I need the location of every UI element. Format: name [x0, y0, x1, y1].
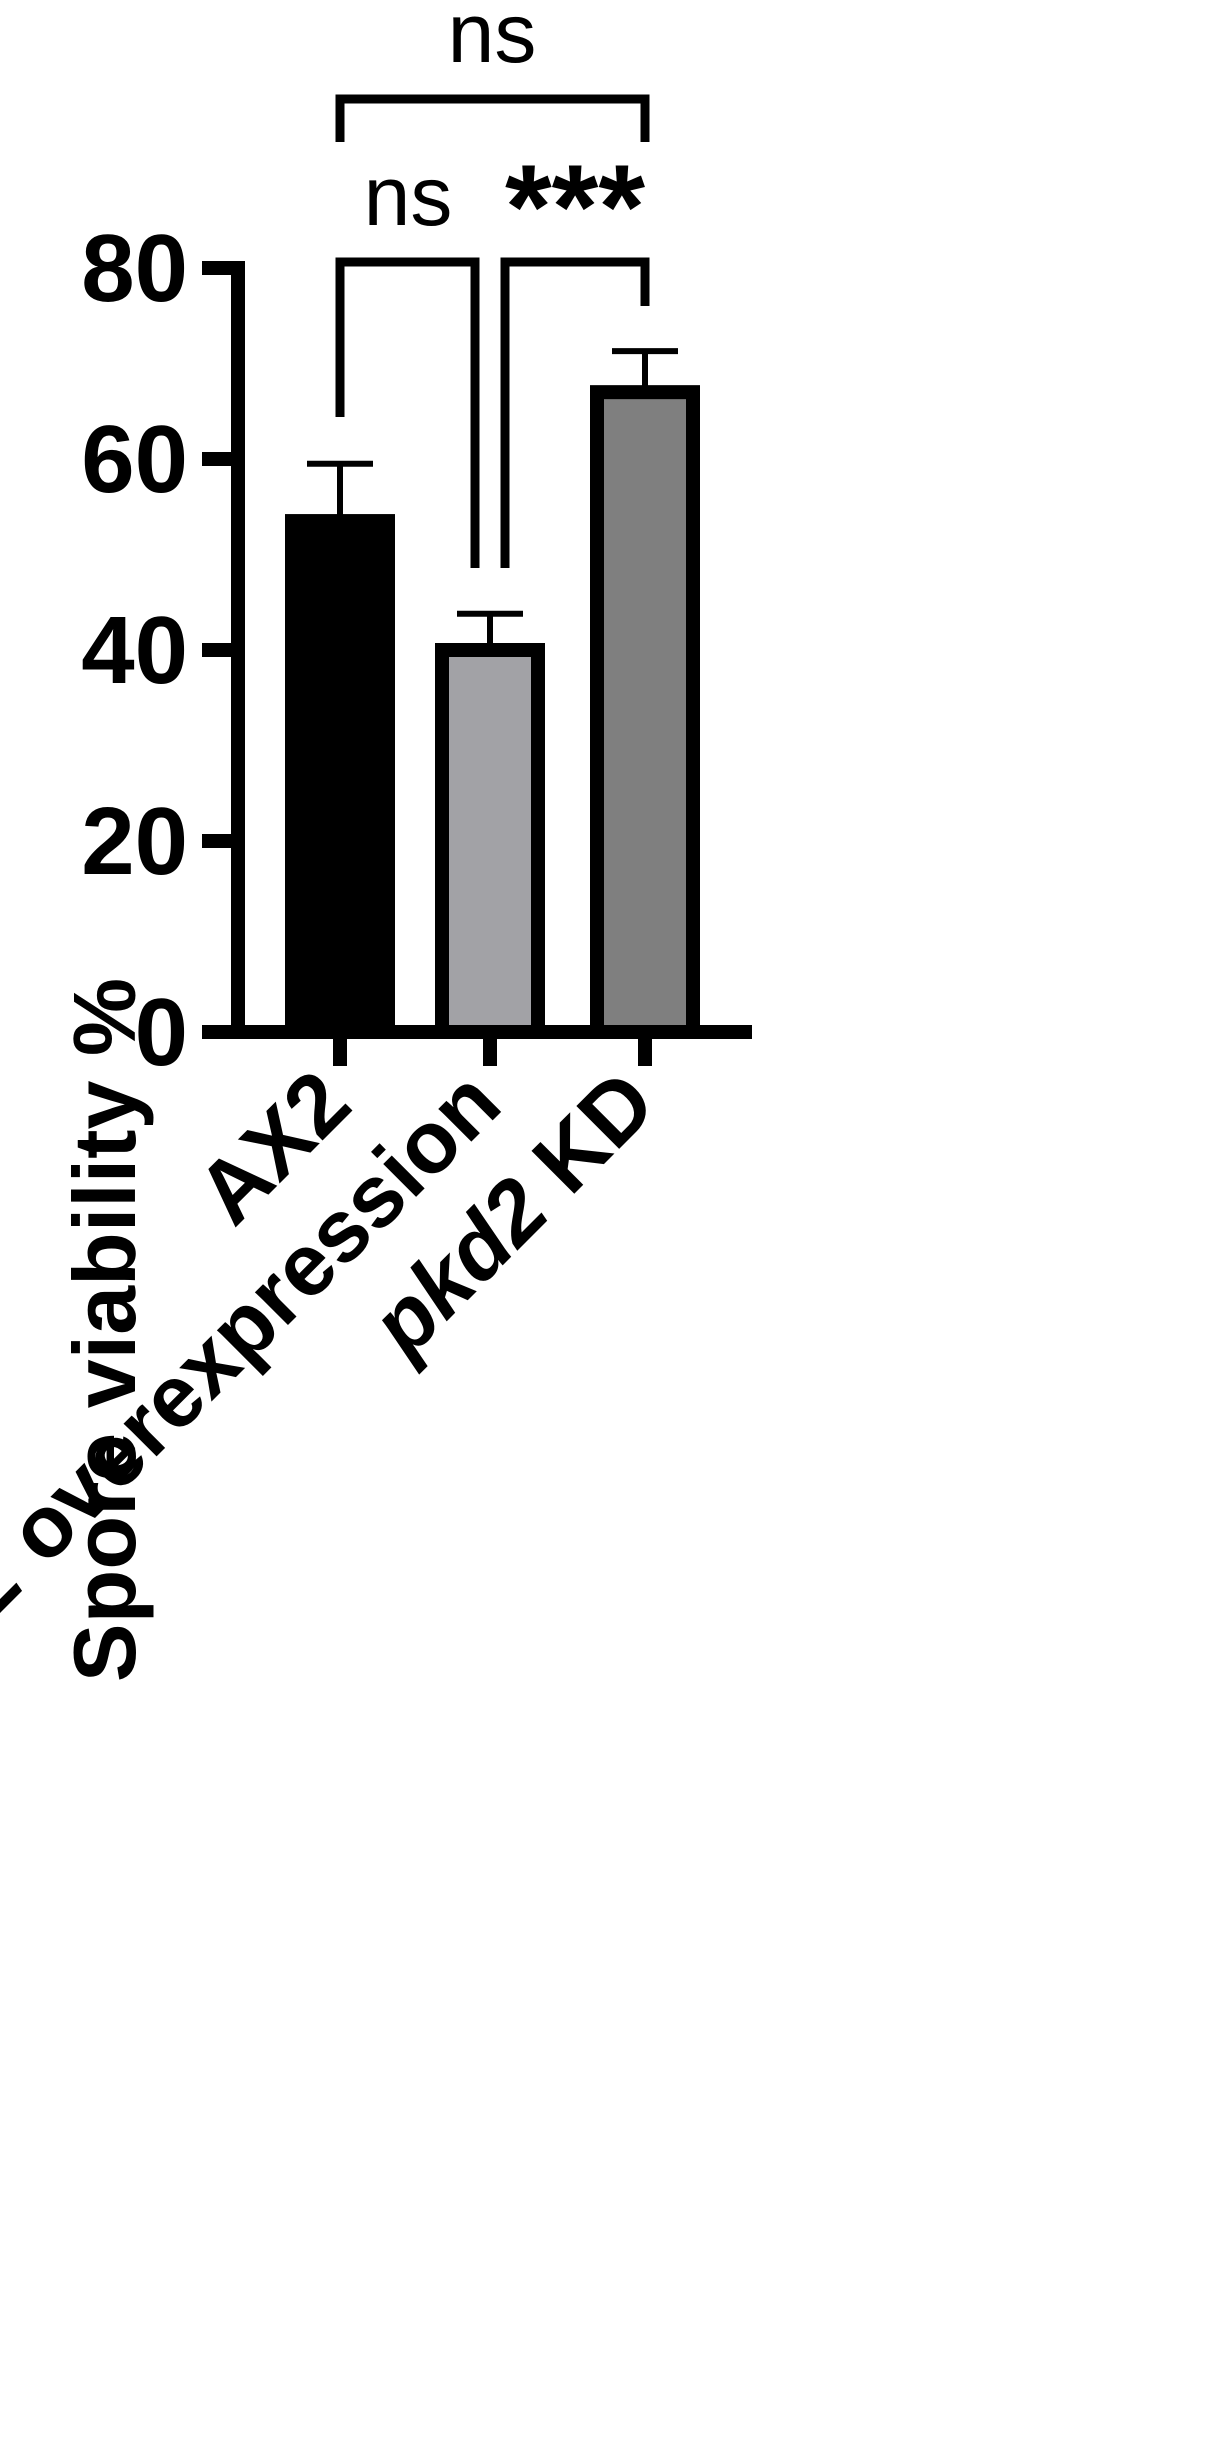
y-axis-title-group: Spore viability %	[55, 978, 154, 1682]
y-axis-title: Spore viability %	[55, 978, 154, 1682]
bar	[435, 643, 545, 1039]
y-tick-label: 40	[81, 597, 188, 704]
x-axis	[202, 1025, 752, 1066]
significance-brackets: ns ns ***	[335, 0, 650, 568]
bar	[285, 514, 395, 1039]
y-tick-label: 0	[135, 979, 188, 1086]
bars	[285, 348, 700, 1039]
significance-label: ns	[364, 149, 453, 243]
bar	[590, 385, 700, 1039]
significance-label: ns	[448, 0, 537, 80]
significance-bracket	[335, 94, 650, 142]
significance-bracket	[500, 257, 650, 568]
significance-bracket	[335, 257, 480, 568]
y-tick-label: 80	[81, 215, 188, 322]
y-tick-label: 20	[81, 788, 188, 895]
y-tick-label: 60	[81, 406, 188, 513]
significance-label: ***	[505, 140, 645, 274]
y-axis: 0 20 40 60 80	[81, 215, 245, 1086]
